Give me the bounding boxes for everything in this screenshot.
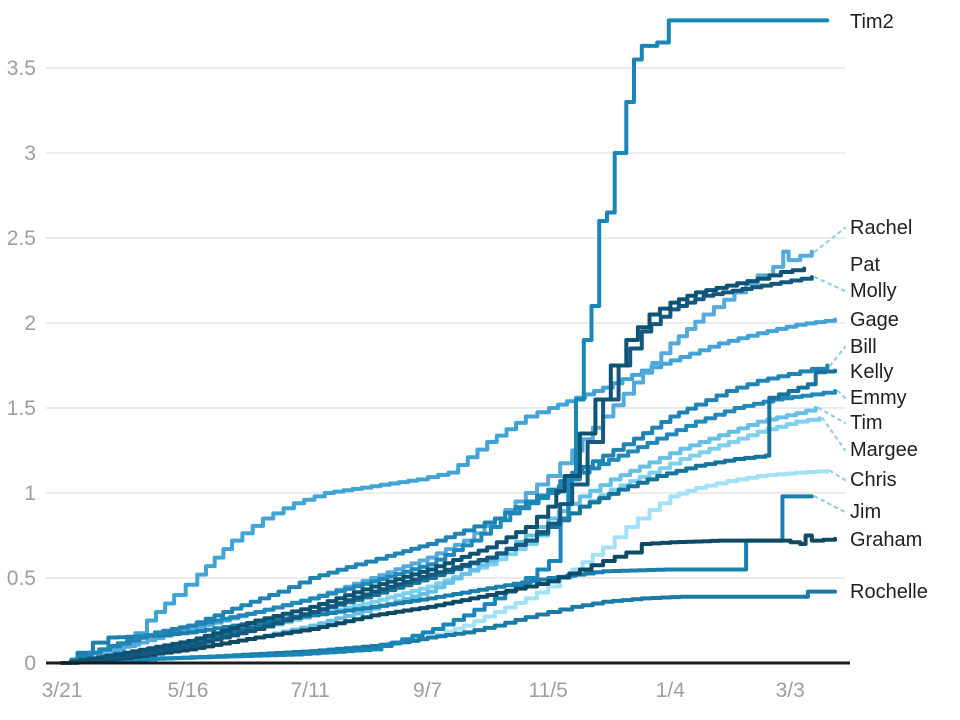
series-line-emmy [60,389,837,665]
series-label-graham: Graham [850,529,923,551]
x-tick-label-5-16: 5/16 [168,679,209,702]
series-line-tim2 [60,18,830,665]
leader-line-margee [821,417,847,452]
series-label-kelly: Kelly [850,361,894,383]
x-tick-label-11-5: 11/5 [529,679,568,702]
y-tick-label-2.5: 2.5 [7,227,36,250]
series-label-rachel: Rachel [850,217,913,239]
series-line-molly [60,275,814,665]
series-line-jim [60,494,814,665]
series-label-emmy: Emmy [850,387,907,409]
y-tick-label-0.5: 0.5 [7,567,36,590]
leader-line-molly [813,276,847,293]
y-tick-label-1.5: 1.5 [7,397,36,420]
x-tick-label-7-11: 7/11 [290,679,329,702]
y-tick-label-2: 2 [24,312,36,335]
series-label-chris: Chris [850,469,897,491]
series-label-jim: Jim [850,501,882,523]
series-label-tim2: Tim2 [850,11,894,33]
series-line-graham [60,533,837,665]
y-tick-label-0: 0 [24,652,36,675]
leader-line-jim [813,495,847,514]
x-tick-label-1-4: 1/4 [656,679,686,702]
x-tick-label-3-3: 3/3 [776,679,805,702]
leader-line-chris [829,469,847,482]
leader-line-tim [817,406,847,425]
x-tick-label-9-7: 9/7 [413,679,442,702]
series-line-pat [60,266,807,665]
series-line-bill [60,363,830,665]
leader-line-bill [829,345,847,367]
series-label-tim: Tim [850,412,883,434]
x-tick-label-3-21: 3/21 [42,679,83,702]
y-tick-label-3: 3 [24,142,36,165]
series-label-pat: Pat [850,254,881,276]
series-label-rochelle: Rochelle [850,581,928,603]
leader-line-emmy [836,389,847,400]
series-line-gage [60,317,837,665]
series-label-molly: Molly [850,280,897,302]
series-label-bill: Bill [850,336,877,358]
series-label-gage: Gage [850,309,899,331]
leader-line-rachel [813,226,847,253]
series-label-margee: Margee [850,439,918,461]
series-line-tim [60,406,818,665]
y-tick-label-1: 1 [24,482,36,505]
y-tick-label-3.5: 3.5 [7,57,36,80]
